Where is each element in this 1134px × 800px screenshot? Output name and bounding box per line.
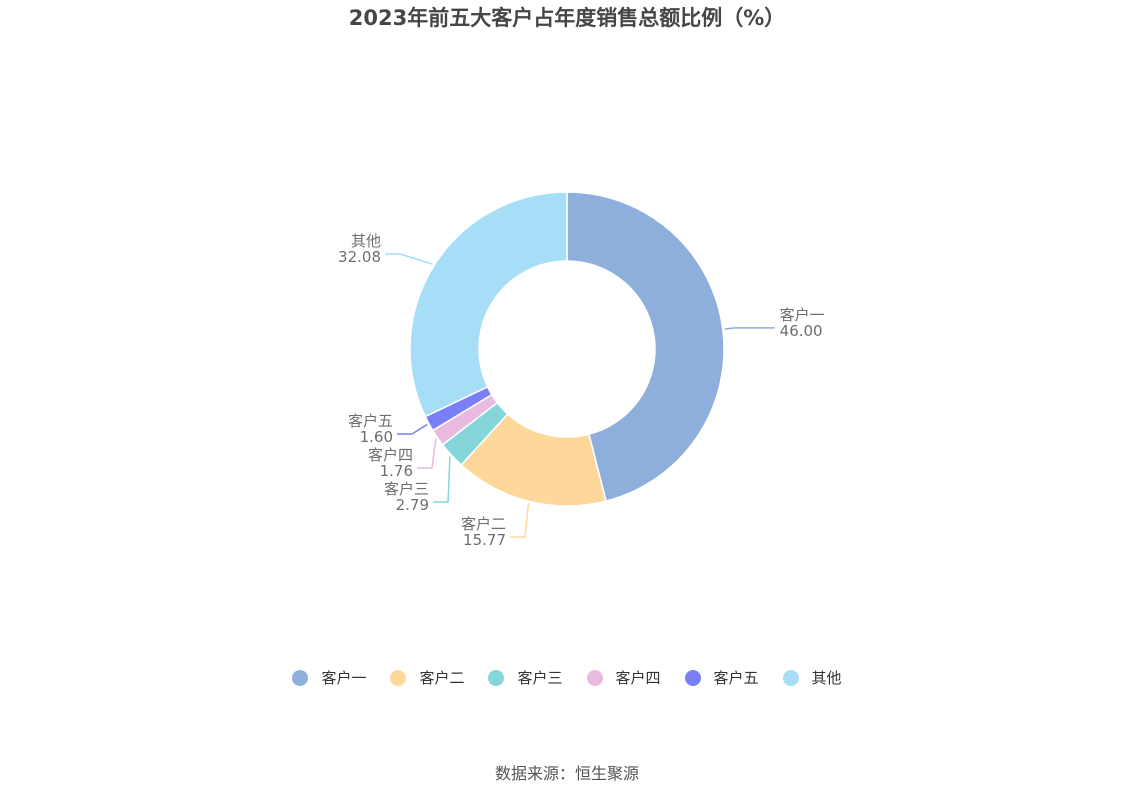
slice-value-5: 1.60 [360,428,393,446]
leader-line-1 [724,327,775,330]
legend-item-2[interactable]: 客户二 [390,667,464,688]
legend-item-5[interactable]: 客户五 [684,667,759,688]
slice-value-3: 2.79 [396,496,429,514]
slice-value-2: 15.77 [463,531,506,549]
slice-label-1: 客户一 [780,306,825,324]
leader-line-4 [417,438,437,469]
legend-swatch-icon [488,669,505,686]
legend-label: 客户二 [419,669,465,687]
legend: 客户一 客户二 客户三 客户四 客户五 其他 [0,667,1134,688]
legend-label: 其他 [811,669,842,687]
chart-title: 2023年前五大客户占年度销售总额比例（%） [348,6,786,30]
leader-line-6 [385,253,433,265]
slices-group [409,191,725,507]
slice-value-4: 1.76 [380,462,413,480]
legend-label: 客户三 [517,669,563,687]
slice-label-6: 其他 [351,232,381,250]
slice-label-3: 客户三 [384,480,429,498]
slice-label-2: 客户二 [461,515,506,533]
slice-value-1: 46.00 [780,322,823,340]
legend-item-6[interactable]: 其他 [782,667,842,688]
legend-item-1[interactable]: 客户一 [292,667,366,688]
leader-line-2 [510,503,530,538]
legend-swatch-icon [292,669,309,686]
legend-swatch-icon [586,669,603,686]
legend-label: 客户四 [615,669,661,687]
legend-item-3[interactable]: 客户三 [488,667,563,688]
leader-line-3 [433,456,451,503]
legend-item-4[interactable]: 客户四 [586,667,661,688]
leader-line-5 [397,423,428,435]
slice-label-5: 客户五 [348,412,393,430]
legend-label: 客户一 [321,669,367,687]
legend-label: 客户五 [713,669,759,687]
data-source-note: 数据来源：恒生聚源 [494,764,639,783]
slice-6[interactable] [409,191,568,418]
slice-value-6: 32.08 [338,248,381,266]
slice-1[interactable] [566,191,725,502]
legend-swatch-icon [684,669,701,686]
slice-label-4: 客户四 [368,446,413,464]
legend-swatch-icon [782,669,799,686]
legend-swatch-icon [390,669,407,686]
